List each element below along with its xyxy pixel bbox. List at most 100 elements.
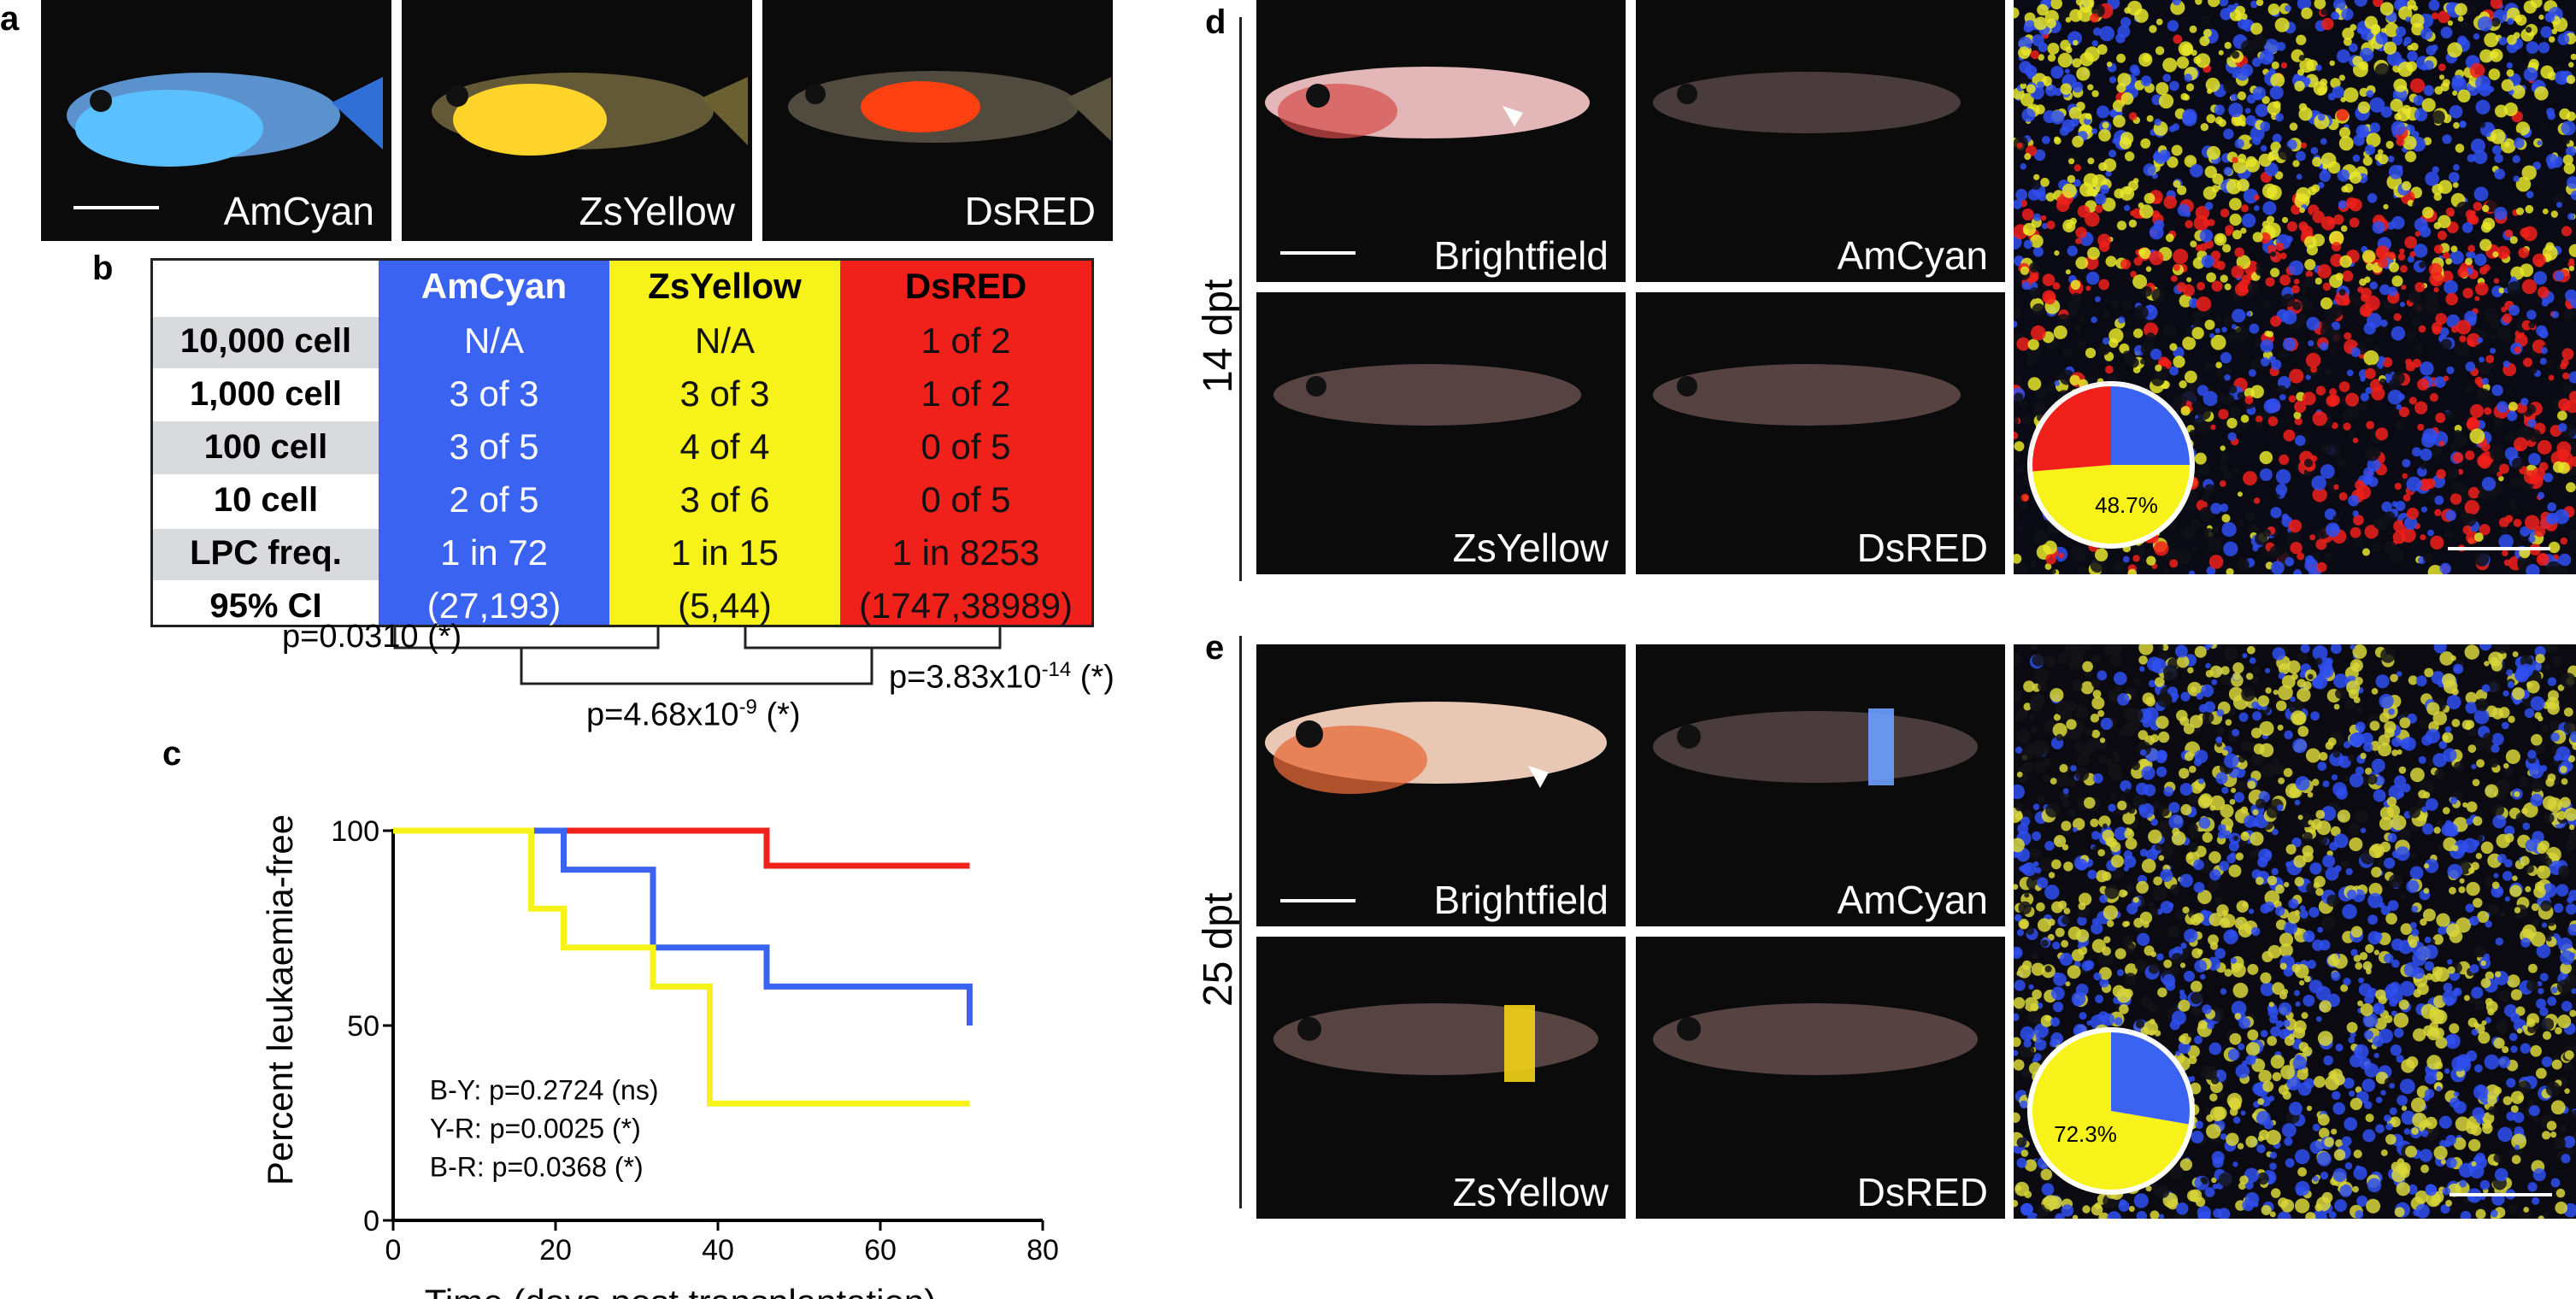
divider-line (1239, 17, 1242, 581)
comparison-brackets (393, 627, 1002, 685)
fish-image (67, 73, 383, 167)
panel-label-a: a (0, 0, 20, 38)
x-tick-label: 60 (864, 1234, 897, 1267)
column-amcyan: AmCyan N/A 3 of 3 3 of 5 2 of 5 1 in 72 … (379, 261, 609, 626)
fish-image (1653, 708, 1978, 785)
row-label: 1,000 cell (190, 375, 342, 413)
cell: 4 of 4 (679, 426, 770, 467)
y-tick-label: 0 (363, 1205, 379, 1237)
x-tick-label: 40 (702, 1234, 734, 1267)
fish-photo-amcyan: AmCyan (1636, 644, 2005, 926)
caption: Brightfield (1433, 233, 1609, 278)
caption: DsRED (1856, 1170, 1988, 1214)
caption: ZsYellow (1452, 526, 1609, 570)
row-label: 10,000 cell (179, 322, 352, 360)
lpc-table: 10,000 cell 1,000 cell 100 cell 10 cell … (150, 258, 1094, 627)
fish-photo-brightfield: Brightfield (1256, 644, 1626, 926)
x-tick-label: 80 (1026, 1234, 1059, 1267)
fish-photo-zsyellow: ZsYellow (1256, 292, 1626, 574)
fish-image (1265, 702, 1607, 794)
panel-label-b: b (92, 250, 114, 287)
fish-photo-dsred: DsRED (1636, 937, 2005, 1219)
arrowhead-icon (1528, 766, 1549, 788)
caption: AmCyan (1837, 878, 1988, 922)
cell: (1747,38989) (859, 585, 1073, 626)
pie-slice-blue (2111, 1029, 2193, 1126)
fish-photo-dsred: DsRED (1636, 292, 2005, 574)
fish-photo-zsyellow: ZsYellow (1256, 937, 1626, 1219)
survival-curve-1 (393, 827, 973, 1026)
pie-slice-red (2029, 383, 2111, 472)
fish-image (1653, 72, 1961, 133)
cell: 2 of 5 (449, 479, 539, 520)
pvalue-tail: (*) (1071, 659, 1115, 696)
pie-slice-yellow (2029, 1029, 2192, 1193)
panel-label-c: c (162, 735, 182, 773)
column-dsred: DsRED 1 of 2 1 of 2 0 of 5 0 of 5 1 in 8… (840, 261, 1091, 626)
stat-annotation: B-R: p=0.0368 (*) (430, 1152, 644, 1183)
y-tick-label: 50 (347, 1010, 379, 1043)
x-tick-label: 0 (385, 1234, 402, 1267)
fish-photo-amcyan: AmCyan (1636, 0, 2005, 282)
cell: N/A (694, 320, 755, 361)
cell: 1 of 2 (920, 373, 1011, 414)
row-label: 95% CI (209, 587, 322, 625)
caption: ZsYellow (579, 189, 735, 233)
scale-bar (2448, 547, 2550, 550)
confocal-image (2014, 644, 2576, 1219)
fish-image (1653, 364, 1961, 426)
cell: N/A (463, 320, 524, 361)
stat-annotation: B-Y: p=0.2724 (ns) (430, 1075, 659, 1106)
stat-annotation: Y-R: p=0.0025 (*) (430, 1114, 641, 1144)
fish-photo-amcyan: AmCyan (41, 0, 391, 241)
arrowhead-icon (1503, 106, 1523, 126)
pvalue-yellow-red: p=3.83x10-14 (*) (889, 658, 1115, 697)
cell: 3 of 5 (449, 426, 539, 467)
fish-image (1273, 364, 1581, 426)
y-axis-label: Percent leukaemia-free (260, 814, 300, 1185)
pie-chart-14dpt: 48.7% (2027, 381, 2195, 549)
cell: 3 of 6 (679, 479, 770, 520)
y-tick-label: 100 (331, 815, 379, 848)
panel-label-d: d (1205, 3, 1226, 41)
fish-photo-zsyellow: ZsYellow (402, 0, 752, 241)
cell: 3 of 3 (679, 373, 770, 414)
cell: 1 of 2 (920, 320, 1011, 361)
caption: DsRED (964, 189, 1096, 233)
survival-chart: 0 20 40 60 80 0 50 100 Time (days post transplan… (260, 814, 1059, 1299)
x-axis-label: Time (days post transplantation) (425, 1282, 936, 1299)
fish-image (1653, 1003, 1978, 1075)
pvalue-base: p=3.83x10 (889, 659, 1042, 696)
pvalue-cyan-yellow: p=0.0310 (*) (282, 619, 462, 655)
pvalue-exponent: -14 (1041, 658, 1072, 681)
scale-bar (74, 206, 159, 209)
cell: 0 of 5 (920, 479, 1011, 520)
cell: 1 in 72 (439, 532, 549, 573)
fish-photo-brightfield: Brightfield (1256, 0, 1626, 282)
confocal-image-25dpt: 72.3% (2014, 644, 2576, 1219)
caption: DsRED (1856, 526, 1988, 570)
pvalue-exponent: -9 (738, 696, 757, 719)
pie-slice-blue (2111, 383, 2193, 465)
fish-image (1273, 1003, 1598, 1082)
pvalue-cyan-red: p=4.68x10-9 (*) (586, 696, 801, 734)
pie-percent-label: 72.3% (2054, 1121, 2117, 1147)
row-label: LPC freq. (190, 534, 342, 572)
side-label-14dpt: 14 dpt (1196, 279, 1241, 393)
cell: (5,44) (678, 585, 772, 626)
cell: (27,193) (426, 585, 562, 626)
cell: 1 in 8253 (891, 532, 1040, 573)
pie-percent-label: 48.7% (2095, 492, 2158, 518)
survival-curve-2 (393, 827, 970, 1107)
survival-curve-0 (393, 827, 970, 869)
row-label: 100 cell (203, 428, 328, 466)
column-zsyellow: ZsYellow N/A 3 of 3 4 of 4 3 of 6 1 in 1… (609, 261, 840, 626)
caption: Brightfield (1433, 878, 1609, 922)
pie-slice-yellow (2029, 465, 2193, 548)
scale-bar (1280, 251, 1356, 255)
confocal-image-14dpt: 48.7% (2014, 0, 2576, 574)
cell: 1 in 15 (670, 532, 779, 573)
panel-label-e: e (1205, 629, 1225, 667)
scale-bar (1280, 899, 1356, 902)
column-header: DsRED (904, 266, 1027, 306)
